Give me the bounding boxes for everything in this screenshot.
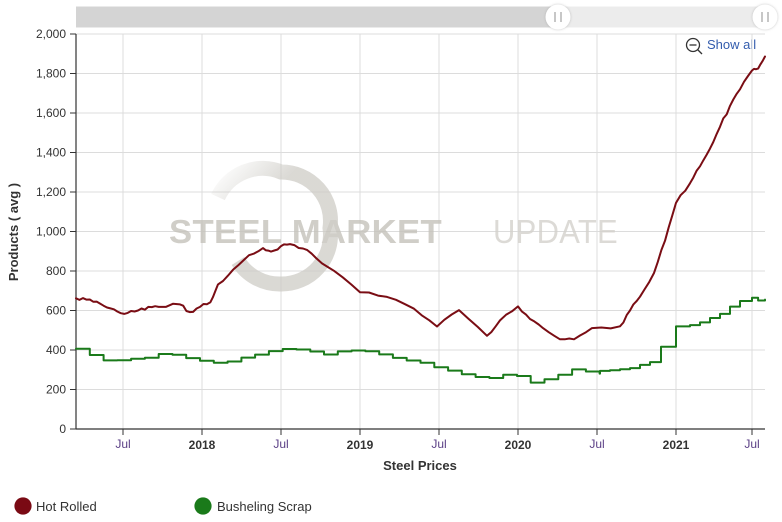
- svg-text:1,800: 1,800: [36, 67, 66, 81]
- svg-text:Hot Rolled: Hot Rolled: [36, 499, 97, 514]
- svg-text:1,000: 1,000: [36, 225, 66, 239]
- svg-text:STEEL MARKET: STEEL MARKET: [169, 213, 442, 250]
- svg-text:Jul: Jul: [431, 437, 446, 451]
- svg-text:2018: 2018: [189, 438, 216, 452]
- svg-text:0: 0: [59, 422, 66, 436]
- svg-text:Products ( avg ): Products ( avg ): [6, 183, 21, 281]
- svg-text:Jul: Jul: [589, 437, 604, 451]
- svg-text:Busheling Scrap: Busheling Scrap: [217, 499, 312, 514]
- svg-text:2020: 2020: [505, 438, 532, 452]
- svg-text:Jul: Jul: [115, 437, 130, 451]
- svg-text:1,600: 1,600: [36, 106, 66, 120]
- svg-text:2021: 2021: [663, 438, 690, 452]
- svg-text:Show all: Show all: [707, 37, 756, 52]
- svg-text:Jul: Jul: [744, 437, 759, 451]
- svg-text:600: 600: [46, 304, 66, 318]
- svg-text:UPDATE: UPDATE: [493, 213, 618, 250]
- svg-text:200: 200: [46, 383, 66, 397]
- svg-text:2,000: 2,000: [36, 27, 66, 41]
- svg-text:Jul: Jul: [273, 437, 288, 451]
- svg-text:2019: 2019: [347, 438, 374, 452]
- svg-text:1,400: 1,400: [36, 146, 66, 160]
- svg-text:800: 800: [46, 264, 66, 278]
- svg-text:Steel Prices: Steel Prices: [383, 458, 457, 473]
- svg-text:1,200: 1,200: [36, 185, 66, 199]
- svg-text:400: 400: [46, 343, 66, 357]
